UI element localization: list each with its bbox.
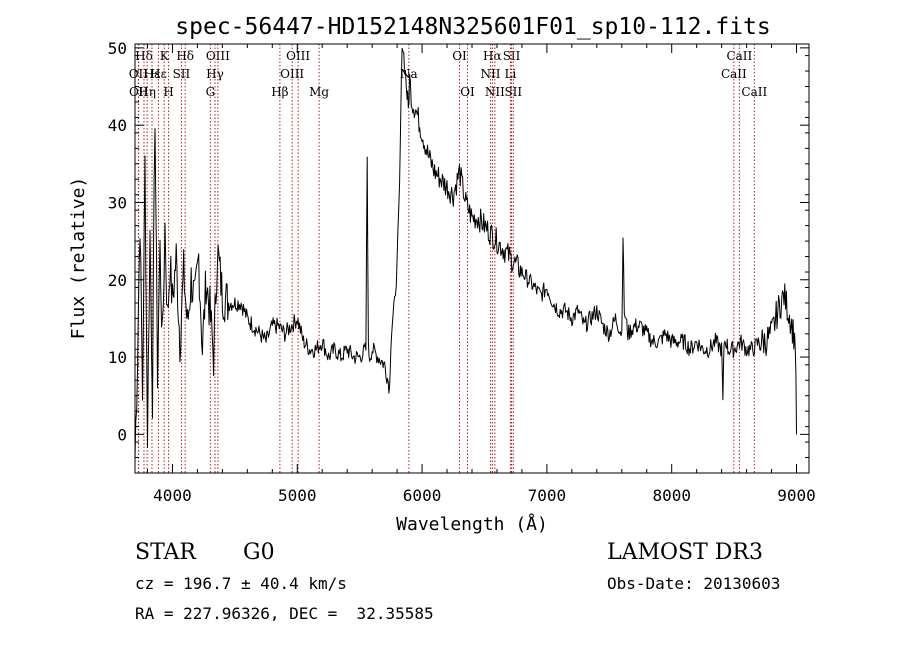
spectral-line-label: Hα	[483, 49, 502, 63]
chart-title: spec-56447-HD152148N325601F01_sp10-112.f…	[175, 14, 770, 40]
x-tick-label: 9000	[777, 486, 816, 505]
spectral-line-label: NII	[480, 67, 500, 81]
x-tick-label: 7000	[528, 486, 567, 505]
spectral-line-label: OII	[129, 67, 149, 81]
spectral-line-label: OII	[129, 85, 149, 99]
spectral-line-label: OIII	[206, 49, 230, 63]
y-tick-label: 20	[108, 271, 127, 290]
spectral-line-label: Hγ	[206, 67, 224, 81]
spectral-line-label: CaII	[741, 85, 767, 99]
spectral-line-label: Hε	[144, 67, 161, 81]
y-tick-label: 30	[108, 193, 127, 212]
x-tick-label: 5000	[278, 486, 317, 505]
spectral-line-label: Hε	[150, 67, 167, 81]
spectral-line-label: G	[206, 85, 216, 99]
spectral-line-label: OI	[452, 49, 467, 63]
spectral-line-label: Hη	[138, 85, 156, 99]
spectral-line-label: Hδ	[176, 49, 194, 63]
spectral-line-label: NII	[485, 85, 505, 99]
object-subclass: G0	[243, 540, 275, 565]
y-tick-label: 50	[108, 39, 127, 58]
spectral-line-label: Hδ	[135, 49, 153, 63]
y-tick-label: 10	[108, 348, 127, 367]
redshift-value: cz = 196.7 ± 40.4 km/s	[135, 574, 347, 593]
y-tick-label: 40	[108, 116, 127, 135]
spectral-line-label: K	[160, 49, 170, 63]
coordinates: RA = 227.96326, DEC = 32.35585	[135, 604, 434, 623]
x-tick-label: 4000	[153, 486, 192, 505]
y-tick-label: 0	[117, 425, 127, 444]
spectral-line-label: SII	[504, 85, 522, 99]
spectral-line-label: OI	[460, 85, 475, 99]
spectral-line-label: SII	[503, 49, 521, 63]
object-class: STAR	[135, 540, 196, 565]
x-tick-label: 6000	[403, 486, 442, 505]
observation-date: Obs-Date: 20130603	[607, 574, 781, 593]
spectral-line-label: Mg	[309, 85, 329, 99]
spectral-line-label: CaII	[726, 49, 752, 63]
spectral-line-label: H	[163, 85, 173, 99]
spectral-line-label: SII	[173, 67, 191, 81]
spectral-line-label: Hβ	[271, 85, 288, 99]
x-tick-label: 8000	[652, 486, 691, 505]
plot-frame	[134, 43, 810, 474]
spectral-line-label: OIII	[286, 49, 310, 63]
spectrum-line	[134, 47, 797, 459]
spectral-line-label: Li	[505, 67, 517, 81]
spectral-line-label: Na	[400, 67, 418, 81]
y-axis-label: Flux (relative)	[68, 177, 89, 340]
spectral-line-label: CaII	[721, 67, 747, 81]
survey-name: LAMOST DR3	[607, 540, 763, 565]
spectral-line-label: OIII	[280, 67, 304, 81]
x-axis-label: Wavelength (Å)	[396, 513, 548, 535]
